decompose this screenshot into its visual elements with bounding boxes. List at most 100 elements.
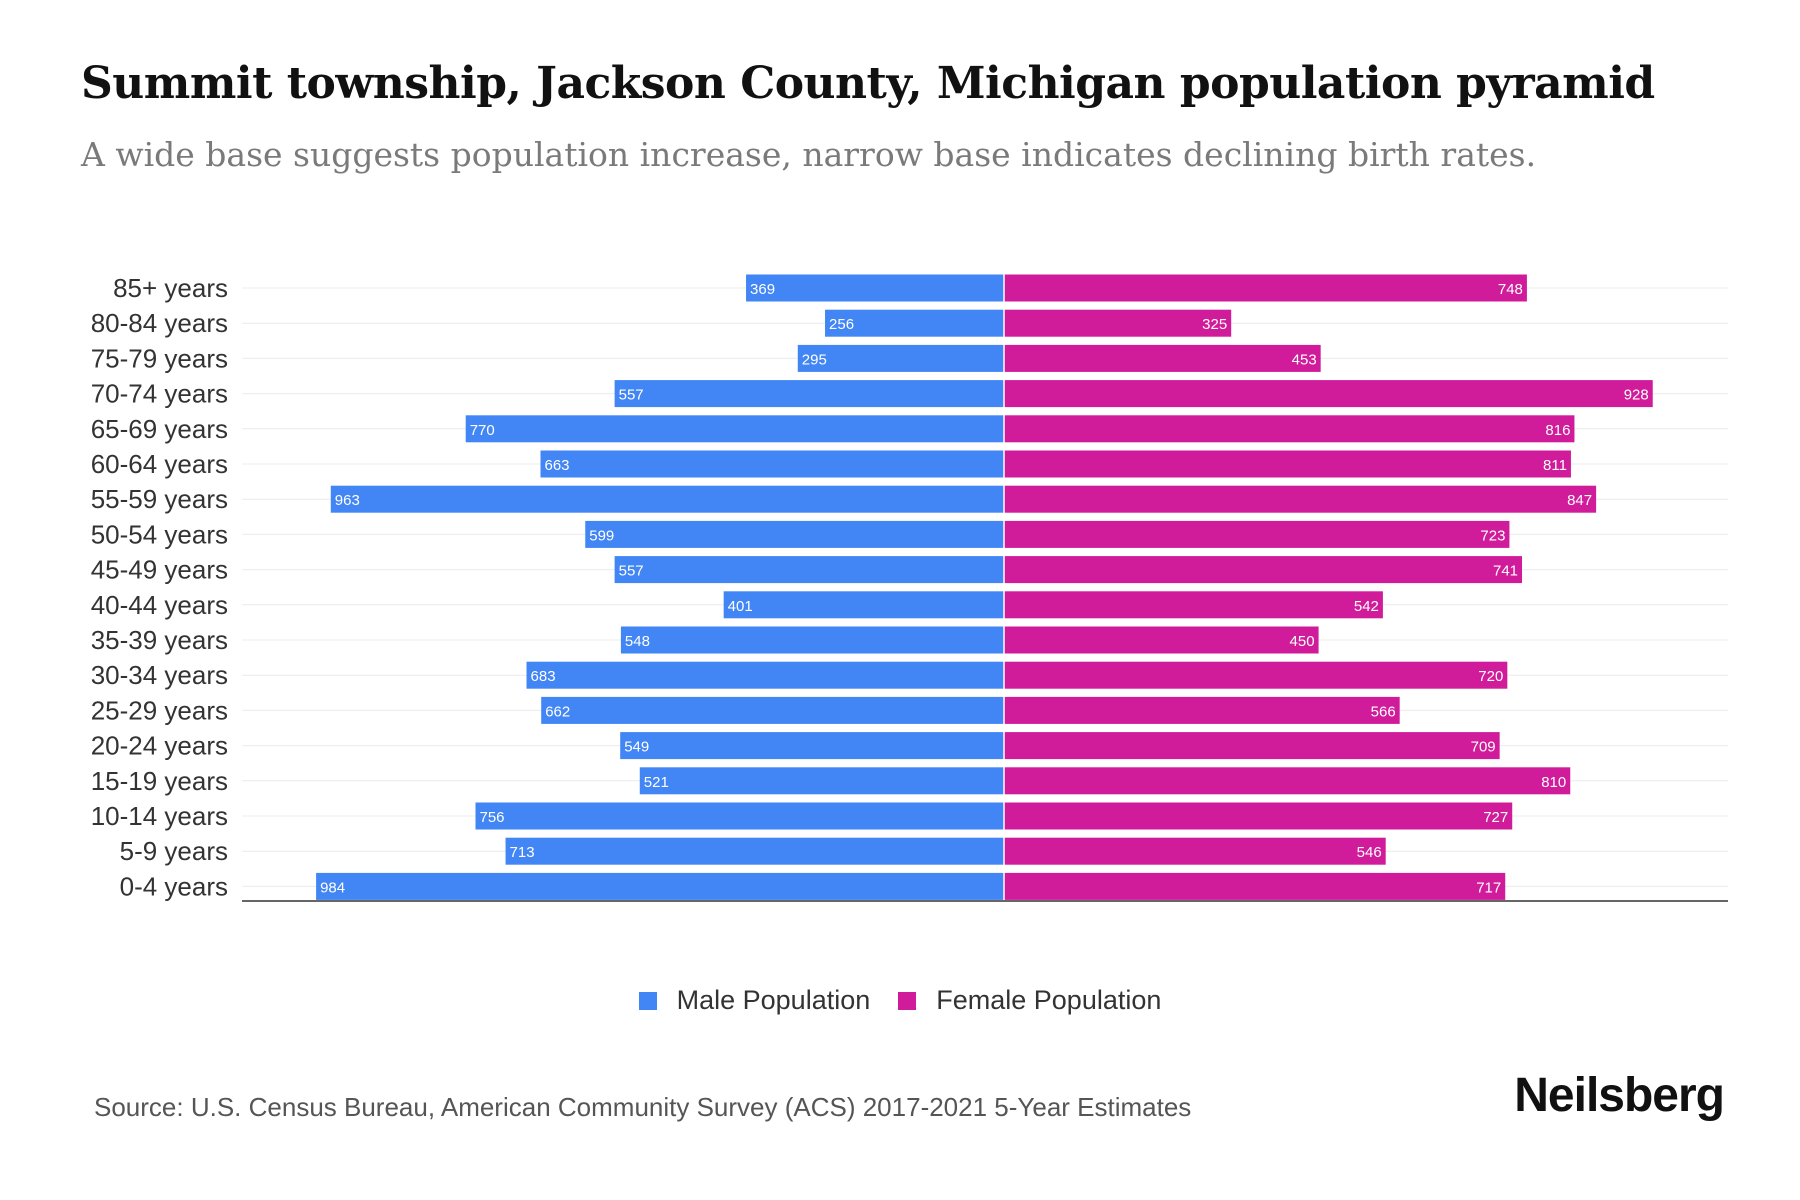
male-bar	[797, 344, 1004, 372]
y-tick-label: 55-59 years	[91, 484, 228, 514]
male-data-label: 770	[470, 422, 495, 439]
female-bar	[1004, 344, 1321, 372]
male-bar	[585, 520, 1004, 548]
female-data-label: 450	[1290, 633, 1315, 650]
male-bar	[620, 626, 1004, 654]
female-bar	[1004, 732, 1500, 760]
y-tick-label: 5-9 years	[120, 836, 228, 866]
male-data-label: 713	[510, 844, 535, 861]
legend-label-female: Female Population	[936, 985, 1162, 1015]
female-data-label: 810	[1541, 774, 1566, 791]
y-tick-label: 60-64 years	[91, 449, 228, 479]
male-bar	[620, 732, 1004, 760]
male-bar	[746, 274, 1004, 302]
male-bar	[465, 415, 1004, 443]
y-tick-label: 40-44 years	[91, 590, 228, 620]
female-bar	[1004, 591, 1383, 619]
female-bar	[1004, 872, 1506, 900]
male-data-label: 662	[545, 703, 570, 720]
legend-swatch-male	[638, 991, 657, 1010]
female-bar	[1004, 556, 1523, 584]
male-bar	[540, 450, 1004, 478]
male-bar	[825, 309, 1004, 337]
female-bar	[1004, 450, 1571, 478]
male-data-label: 963	[335, 492, 360, 509]
female-data-label: 325	[1202, 316, 1227, 333]
male-data-label: 984	[320, 879, 345, 896]
male-data-label: 256	[829, 316, 854, 333]
male-data-label: 557	[619, 563, 644, 580]
male-bar	[614, 556, 1004, 584]
legend-item-female[interactable]: Female Population	[898, 985, 1161, 1016]
source-note: Source: U.S. Census Bureau, American Com…	[94, 1092, 1192, 1122]
female-data-label: 546	[1357, 844, 1382, 861]
male-data-label: 295	[802, 351, 827, 368]
y-tick-label: 20-24 years	[91, 731, 228, 761]
legend-swatch-female	[898, 991, 917, 1010]
male-bar	[330, 485, 1005, 513]
y-tick-label: 70-74 years	[91, 379, 228, 409]
female-data-label: 542	[1354, 598, 1379, 615]
male-data-label: 369	[750, 281, 775, 298]
female-data-label: 928	[1624, 387, 1649, 404]
female-data-label: 709	[1471, 739, 1496, 756]
female-bar	[1004, 626, 1319, 654]
male-bar	[541, 696, 1004, 724]
y-tick-label: 50-54 years	[91, 519, 228, 549]
male-data-label: 401	[728, 598, 753, 615]
male-bar	[475, 802, 1004, 830]
male-data-label: 557	[619, 387, 644, 404]
y-tick-label: 75-79 years	[91, 343, 228, 373]
male-data-label: 549	[624, 739, 649, 756]
female-bar	[1004, 802, 1513, 830]
female-bar	[1004, 415, 1575, 443]
female-bar	[1004, 274, 1527, 302]
female-data-label: 741	[1493, 563, 1518, 580]
female-bar	[1004, 661, 1508, 689]
y-tick-label: 15-19 years	[91, 766, 228, 796]
female-data-label: 847	[1567, 492, 1592, 509]
male-bar	[723, 591, 1004, 619]
male-bar	[505, 837, 1004, 865]
y-tick-label: 10-14 years	[91, 801, 228, 831]
female-data-label: 748	[1498, 281, 1523, 298]
male-data-label: 756	[479, 809, 504, 826]
female-data-label: 811	[1543, 457, 1567, 474]
female-bar	[1004, 380, 1653, 408]
female-data-label: 720	[1478, 668, 1503, 685]
female-bar	[1004, 696, 1400, 724]
male-bar	[639, 767, 1004, 795]
male-data-label: 663	[545, 457, 570, 474]
chart-title: Summit township, Jackson County, Michiga…	[81, 58, 1655, 109]
brand-logo: Neilsberg	[1514, 1069, 1725, 1122]
female-data-label: 727	[1483, 809, 1508, 826]
y-tick-label: 80-84 years	[91, 308, 228, 338]
female-data-label: 723	[1480, 527, 1505, 544]
female-bar	[1004, 767, 1571, 795]
male-bar	[614, 380, 1004, 408]
legend-label-male: Male Population	[676, 985, 871, 1015]
y-tick-label: 45-49 years	[91, 555, 228, 585]
female-data-label: 717	[1476, 879, 1501, 896]
male-data-label: 599	[589, 527, 614, 544]
male-bar	[316, 872, 1004, 900]
legend-item-male[interactable]: Male Population	[638, 985, 871, 1016]
female-bar	[1004, 309, 1232, 337]
male-bar	[526, 661, 1004, 689]
female-data-label: 453	[1292, 351, 1317, 368]
female-bar	[1004, 520, 1510, 548]
chart-subtitle: A wide base suggests population increase…	[81, 135, 1537, 174]
y-tick-label: 85+ years	[113, 273, 228, 303]
y-tick-label: 0-4 years	[120, 871, 228, 901]
legend: Male Population Female Population	[0, 985, 1800, 1016]
y-tick-label: 65-69 years	[91, 414, 228, 444]
female-data-label: 816	[1545, 422, 1570, 439]
female-bar	[1004, 485, 1597, 513]
female-bar	[1004, 837, 1386, 865]
female-data-label: 566	[1371, 703, 1396, 720]
male-data-label: 521	[644, 774, 669, 791]
y-tick-label: 30-34 years	[91, 660, 228, 690]
y-tick-label: 25-29 years	[91, 695, 228, 725]
male-data-label: 548	[625, 633, 650, 650]
